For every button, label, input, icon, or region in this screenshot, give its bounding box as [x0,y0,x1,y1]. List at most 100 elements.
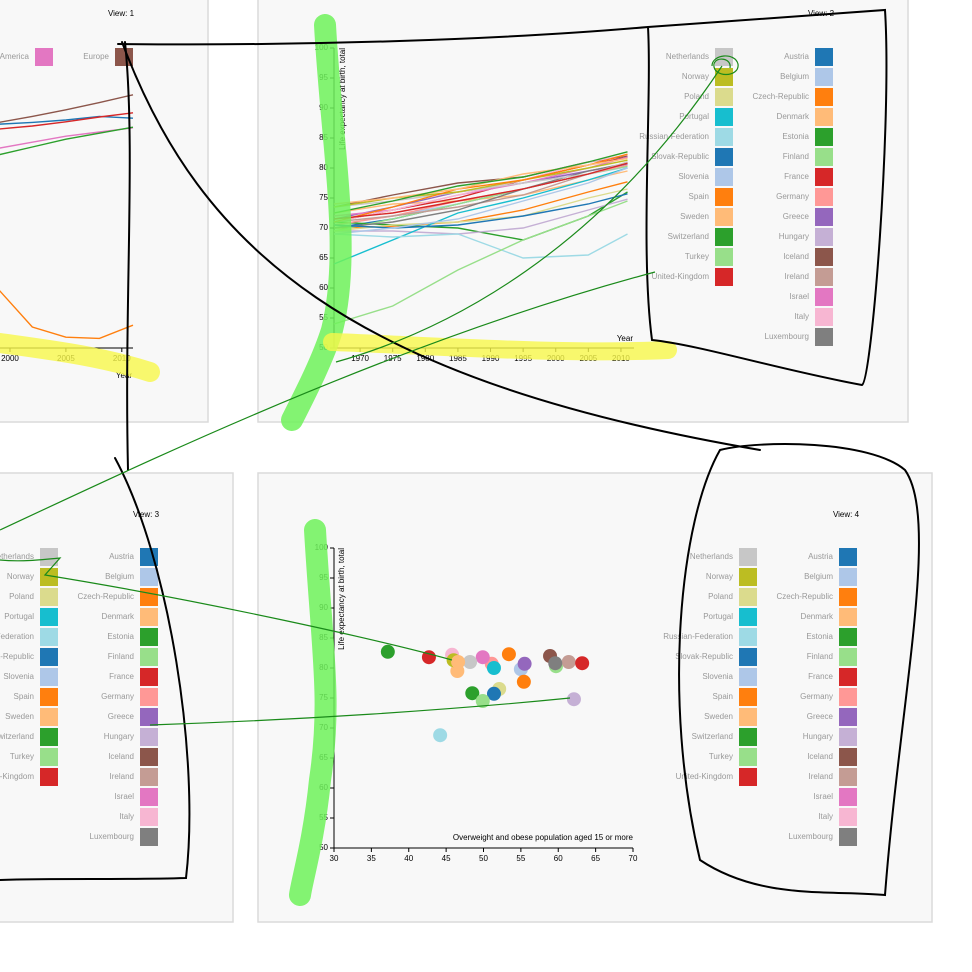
legend-swatch [40,608,58,626]
legend-swatch [715,148,733,166]
legend-swatch [815,148,833,166]
x-tick-label: 45 [442,854,451,863]
series-line [333,188,628,232]
legend-label: Greece [108,712,135,721]
legend-label: Finland [783,152,809,161]
legend-label: United-Kingdom [652,272,710,281]
legend-label: Italy [794,312,809,321]
legend-label: Norway [706,572,733,581]
legend-swatch [140,548,158,566]
highlight-stroke [281,14,352,431]
pen-stroke [121,41,761,451]
series-line [333,162,628,220]
x-tick-label: 1985 [449,354,467,363]
series-line [333,191,628,241]
y-tick-label: 60 [319,283,328,292]
legend-swatch [739,648,757,666]
legend-label: Finland [807,652,833,661]
legend-swatch [140,748,158,766]
legend-label: Slovak-Republic [651,152,709,161]
legend-swatch [739,768,757,786]
legend-label: Belgium [105,572,134,581]
legend-label: Estonia [806,632,833,641]
x-tick-label: 70 [629,854,638,863]
legend-swatch [140,628,158,646]
legend-label: Czech-Republic [753,92,809,101]
scatter-point [475,650,490,665]
legend-swatch [815,268,833,286]
annotations [0,8,920,906]
legend-swatch [739,608,757,626]
y-tick-label: 75 [319,193,328,202]
legend-label: Belgium [780,72,809,81]
x-tick-label: 30 [330,854,339,863]
legend-label: Netherlands [690,552,733,561]
y-tick-label: 65 [319,253,328,262]
legend-label: Czech-Republic [777,592,833,601]
scatter-point [575,656,590,671]
legend-label: Slovenia [3,672,34,681]
scatter-point [548,656,563,671]
legend-label: Ireland [785,272,809,281]
legend-swatch [815,288,833,306]
y-tick-label: 50 [319,843,328,852]
legend-swatch [40,708,58,726]
legend-label: Ireland [809,772,833,781]
legend-label: Austria [109,552,134,561]
scatter-point [451,655,466,669]
legend-swatch [715,88,733,106]
legend-label: Slovenia [702,672,733,681]
legend-label: Israel [789,292,809,301]
pen-stroke [124,41,131,471]
legend-swatch [140,568,158,586]
pen-stroke [117,8,888,387]
legend-label: Germany [101,692,134,701]
legend-label: Russian-Federation [663,632,733,641]
legend-swatch [40,728,58,746]
pen-stroke [0,457,191,881]
legend-label: Turkey [685,252,709,261]
series-line [333,167,628,265]
scatter-point [465,686,480,701]
legend-swatch [839,648,857,666]
legend-label: Switzerland [692,732,733,741]
view-title: View: 1 [108,9,135,18]
legend-swatch [40,748,58,766]
scatter-point [421,650,436,665]
legend-label: Sweden [680,212,709,221]
x-tick-label: 1970 [351,354,369,363]
scatter-point [566,692,581,707]
legend-swatch [839,628,857,646]
legend-swatch [140,668,158,686]
legend-label: Spain [14,692,34,701]
legend-swatch [739,588,757,606]
legend-swatch [140,608,158,626]
legend-swatch [839,568,857,586]
legend-label: France [808,672,833,681]
legend-swatch [140,828,158,846]
legend-label: Russian-Federation [0,632,34,641]
legend-swatch [140,788,158,806]
series-line [333,167,628,235]
legend-label: Sweden [5,712,34,721]
legend-label: Finland [108,652,134,661]
legend-swatch [815,228,833,246]
legend-label: United-Kingdom [0,772,34,781]
y-axis-label: Life expectancy at birth, total [337,548,346,650]
legend-label: Turkey [709,752,733,761]
legend-swatch [839,788,857,806]
legend-label: Portugal [4,612,34,621]
legend-swatch [715,108,733,126]
legend-label: Poland [9,592,34,601]
legend-label: Slovenia [678,172,709,181]
highlight-stroke [0,333,160,382]
pen-line [149,697,571,726]
legend-swatch [140,588,158,606]
legend-label: Hungary [104,732,134,741]
legend-label: America [0,52,30,61]
legend-swatch [140,708,158,726]
scatter-point [501,647,516,662]
legend-label: Russian-Federation [639,132,709,141]
scatter-point [475,694,490,708]
